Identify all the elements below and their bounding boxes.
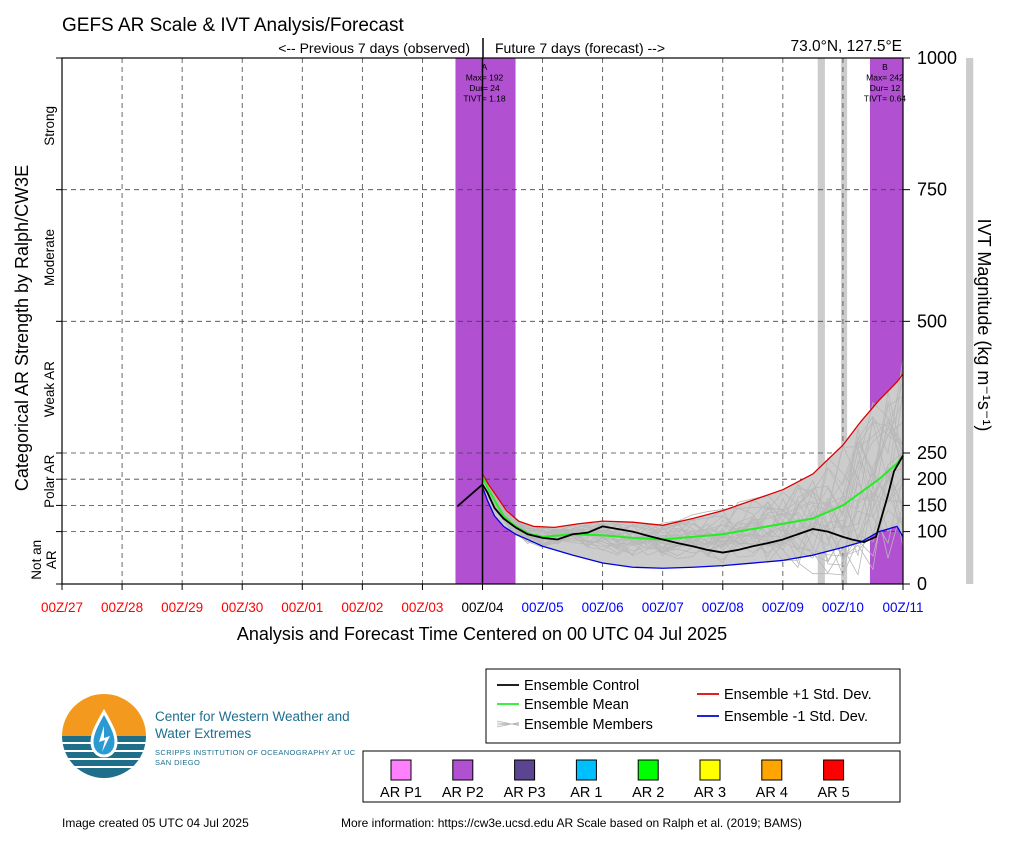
x-tick-label: 00Z/11 <box>882 600 923 615</box>
ar-category-label: Strong <box>42 106 57 146</box>
ar-scale-legend: AR P1 AR P2 AR P3 AR 1 AR 2 AR 3 AR 4 AR 5 <box>362 750 901 803</box>
ensemble-member-line <box>482 476 904 564</box>
legend-label: Ensemble Control <box>524 678 639 694</box>
x-tick-label: 00Z/01 <box>281 600 323 615</box>
scale-label: AR P2 <box>442 785 484 801</box>
x-tick-label: 00Z/02 <box>341 600 383 615</box>
y-tick-label: 150 <box>917 495 947 515</box>
footer-created: Image created 05 UTC 04 Jul 2025 <box>62 816 249 830</box>
footer-more-info: More information: https://cw3e.ucsd.edu … <box>341 816 802 830</box>
scale-label: AR 1 <box>570 785 602 801</box>
ar-event-label-line: TIVT= 0.64 <box>864 94 907 104</box>
future-period-label: Future 7 days (forecast) --> <box>495 40 665 56</box>
legend-label: Ensemble Members <box>524 717 653 733</box>
grid-lines <box>62 58 903 584</box>
ar-event-label-line: B <box>882 62 888 72</box>
y-axis-ticks: 0 100 150 200 250 500 750 1000 <box>56 48 957 594</box>
scale-swatch <box>699 759 721 781</box>
gray-bar <box>966 58 974 584</box>
ensemble-member-line <box>482 417 904 547</box>
ensemble-member-line <box>482 477 904 562</box>
legend-label: Ensemble +1 Std. Dev. <box>724 687 872 703</box>
x-axis-label: Analysis and Forecast Time Centered on 0… <box>237 624 727 644</box>
ensemble-member-line <box>482 446 904 544</box>
legend-members-swatch <box>496 722 520 728</box>
left-axis-label: Categorical AR Strength by Ralph/CW3E <box>12 165 32 491</box>
ar-event-label-line: A <box>482 62 488 72</box>
scale-label: AR 5 <box>817 785 849 801</box>
x-tick-label: 00Z/27 <box>41 600 83 615</box>
ar-event-label-line: Dur= 12 <box>870 83 901 93</box>
series-legend: Ensemble Control Ensemble Mean Ensemble Me… <box>485 668 901 744</box>
cw3e-logo-text: Center for Western Weather and Water Ext… <box>155 708 365 768</box>
ensemble-1-std-dev-line <box>481 486 904 569</box>
scale-label: AR P1 <box>380 785 422 801</box>
ensemble-member-line <box>482 396 904 547</box>
logo-title: Center for Western Weather and Water Ext… <box>155 709 350 741</box>
series-lines <box>456 373 904 569</box>
scale-label: AR P3 <box>504 785 546 801</box>
ensemble-member-line <box>482 421 904 546</box>
scale-swatch <box>575 759 597 781</box>
ar-category-label: Polar AR <box>42 454 57 508</box>
scale-label: AR 2 <box>632 785 664 801</box>
x-tick-label: 00Z/06 <box>582 600 624 615</box>
x-tick-label: 00Z/09 <box>762 600 804 615</box>
ar-category-label: Moderate <box>42 229 57 286</box>
x-tick-label: 00Z/29 <box>161 600 203 615</box>
x-tick-label: 00Z/05 <box>522 600 564 615</box>
ensemble-member-line <box>482 401 904 539</box>
ensemble-1-std-dev-line <box>481 373 904 529</box>
x-tick-label: 00Z/07 <box>642 600 684 615</box>
logo-subtitle: SCRIPPS INSTITUTION OF OCEANOGRAPHY AT U… <box>155 748 356 767</box>
ar-event-label-line: TIVT= 1.18 <box>463 94 506 104</box>
x-tick-label: 00Z/28 <box>101 600 143 615</box>
x-tick-label: 00Z/03 <box>401 600 443 615</box>
x-tick-label: 00Z/10 <box>822 600 864 615</box>
location-label: 73.0°N, 127.5°E <box>791 38 903 55</box>
ensemble-control-line <box>456 455 904 554</box>
previous-period-label: <-- Previous 7 days (observed) <box>278 40 470 56</box>
ar-category-label: AR <box>44 550 59 569</box>
ar-category-labels: Not an AR Polar AR Weak AR Moderate Strong <box>29 106 59 580</box>
y-tick-label: 100 <box>917 522 947 542</box>
gray-bar <box>841 58 848 584</box>
scale-swatch <box>761 759 783 781</box>
scale-swatch <box>452 759 474 781</box>
x-axis-ticks: 00Z/27 00Z/28 00Z/29 00Z/30 00Z/01 00Z/02 00Z/… <box>41 584 924 615</box>
chart-title: GEFS AR Scale & IVT Analysis/Forecast <box>62 15 404 36</box>
y-tick-label: 500 <box>917 311 947 331</box>
ar-event-label-line: Dur= 24 <box>469 83 500 93</box>
right-axis-label: IVT Magnitude (kg m⁻¹s⁻¹) <box>974 219 994 432</box>
ar-event-label-line: Max= 192 <box>466 73 504 83</box>
ar-event-label-line: Max= 242 <box>866 73 904 83</box>
legend-members-swatch <box>496 720 520 726</box>
scale-swatch <box>390 759 412 781</box>
y-tick-label: 200 <box>917 469 947 489</box>
scale-swatch <box>637 759 659 781</box>
scale-swatch <box>823 759 845 781</box>
ar-category-label: Weak AR <box>42 361 57 417</box>
cw3e-logo-icon <box>62 694 146 778</box>
y-tick-label: 0 <box>917 574 927 594</box>
scale-swatch <box>514 759 536 781</box>
legend-label: Ensemble Mean <box>524 697 629 713</box>
x-tick-label: 00Z/30 <box>221 600 263 615</box>
legend-label: Ensemble -1 Std. Dev. <box>724 709 868 725</box>
scale-label: AR 3 <box>694 785 726 801</box>
legend-members-swatch <box>496 722 520 725</box>
x-tick-label: 00Z/08 <box>702 600 744 615</box>
series-legend-box <box>485 668 901 744</box>
y-tick-label: 250 <box>917 443 947 463</box>
y-tick-label: 750 <box>917 180 947 200</box>
scale-label: AR 4 <box>756 785 788 801</box>
x-tick-label: 00Z/04 <box>461 600 504 615</box>
ar-category-label: Not an <box>29 540 44 580</box>
y-tick-label: 1000 <box>917 48 957 68</box>
ensemble-member-line <box>482 477 904 557</box>
legend-members-swatch <box>496 723 520 726</box>
